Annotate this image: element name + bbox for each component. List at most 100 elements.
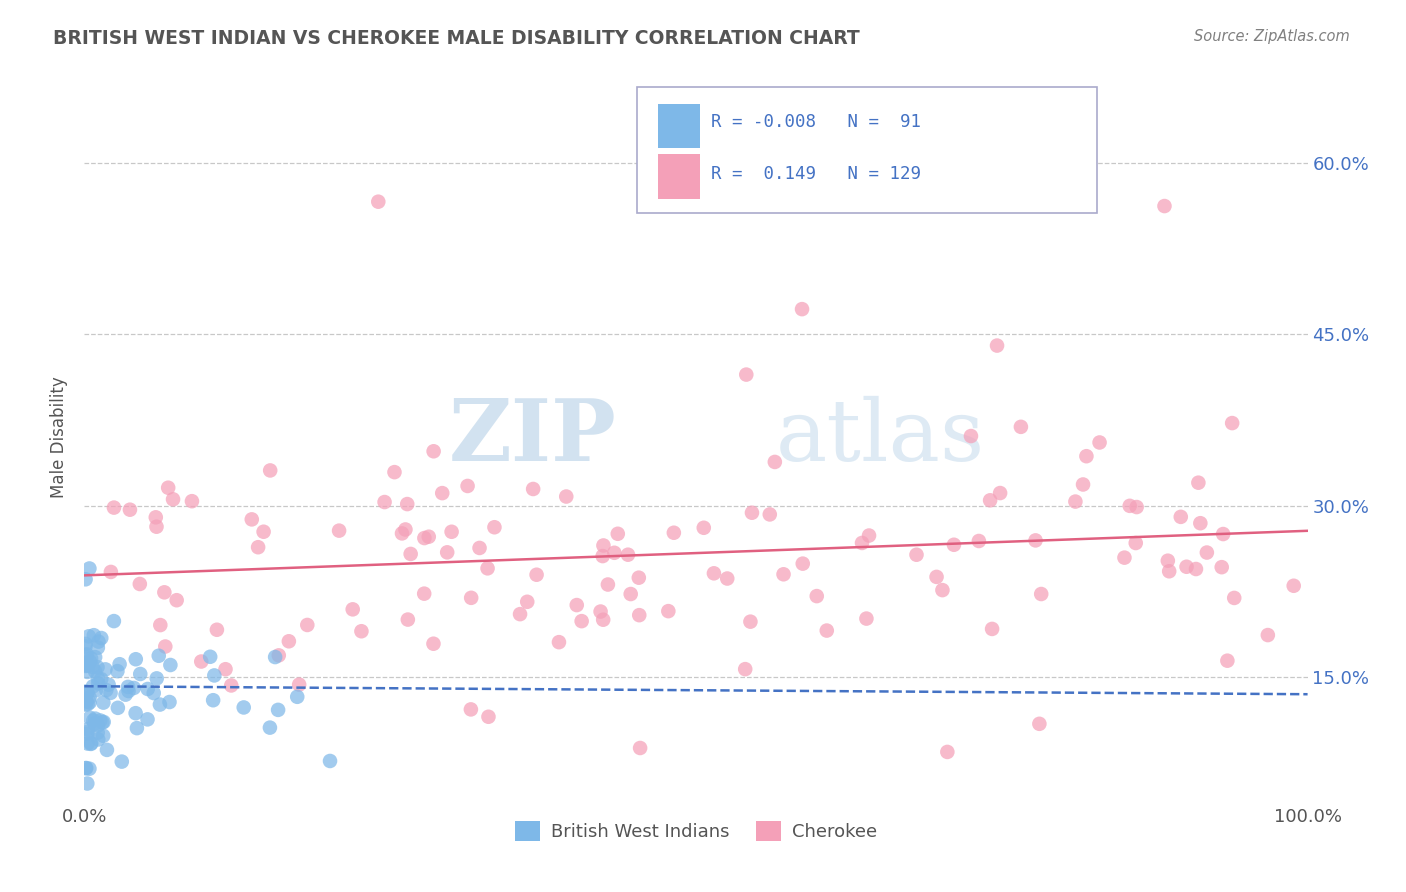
Text: BRITISH WEST INDIAN VS CHEROKEE MALE DISABILITY CORRELATION CHART: BRITISH WEST INDIAN VS CHEROKEE MALE DIS… [53, 29, 860, 47]
Point [391, 526, 413, 541]
Point [264, 650, 287, 665]
Point [87, 732, 110, 747]
Point [86, 660, 108, 674]
Point [162, 492, 184, 507]
Text: R = -0.008   N =  91: R = -0.008 N = 91 [710, 112, 921, 131]
Point [1282, 579, 1305, 593]
Point [367, 194, 389, 209]
Point [202, 693, 225, 707]
Point [1119, 499, 1142, 513]
Point [128, 577, 150, 591]
Point [285, 690, 308, 704]
Point [82, 660, 104, 674]
Point [232, 700, 254, 714]
Point [1170, 509, 1192, 524]
Point [1187, 475, 1209, 490]
Point [855, 611, 877, 625]
Point [76, 727, 98, 741]
Point [931, 583, 953, 598]
Point [202, 668, 225, 682]
Point [1175, 559, 1198, 574]
Point [181, 494, 204, 508]
Point [457, 479, 479, 493]
Point [79, 711, 101, 725]
Point [76, 685, 98, 699]
Point [129, 667, 152, 681]
Point [1153, 199, 1175, 213]
Point [100, 686, 122, 700]
Point [205, 623, 228, 637]
Point [716, 572, 738, 586]
Point [82, 680, 104, 694]
Point [1071, 477, 1094, 491]
Point [592, 539, 614, 553]
Point [89, 714, 111, 728]
Point [76, 722, 98, 736]
Point [87, 640, 110, 655]
Point [1257, 628, 1279, 642]
Point [627, 571, 650, 585]
Point [657, 604, 679, 618]
Point [107, 664, 129, 678]
Point [252, 524, 274, 539]
Point [662, 525, 685, 540]
Point [142, 686, 165, 700]
Point [149, 618, 172, 632]
Point [267, 703, 290, 717]
Point [240, 512, 263, 526]
Point [592, 613, 614, 627]
Point [103, 614, 125, 628]
Point [259, 721, 281, 735]
Point [79, 654, 101, 668]
Point [413, 587, 436, 601]
Point [468, 541, 491, 555]
Point [1220, 416, 1243, 430]
Point [418, 530, 440, 544]
Point [122, 681, 145, 695]
Point [396, 613, 419, 627]
Point [76, 658, 98, 673]
Point [97, 678, 120, 692]
Point [117, 680, 139, 694]
Point [1028, 716, 1050, 731]
Legend: British West Indians, Cherokee: British West Indians, Cherokee [508, 814, 884, 848]
Point [620, 587, 643, 601]
Point [75, 648, 97, 663]
Point [155, 640, 177, 654]
Point [596, 577, 619, 591]
Text: atlas: atlas [776, 395, 984, 479]
Point [422, 444, 444, 458]
Point [422, 637, 444, 651]
Point [87, 671, 110, 685]
Point [1114, 550, 1136, 565]
Point [1125, 500, 1147, 514]
Point [79, 561, 101, 575]
Text: Source: ZipAtlas.com: Source: ZipAtlas.com [1194, 29, 1350, 44]
Point [342, 602, 364, 616]
Point [858, 528, 880, 542]
Point [214, 662, 236, 676]
Point [190, 655, 212, 669]
Point [277, 634, 299, 648]
Point [905, 548, 928, 562]
Point [103, 500, 125, 515]
Point [87, 676, 110, 690]
Point [1211, 560, 1233, 574]
Point [87, 634, 110, 648]
Point [440, 524, 463, 539]
Point [1025, 533, 1047, 548]
Point [1064, 494, 1087, 508]
Point [628, 741, 651, 756]
Point [484, 520, 506, 534]
Point [94, 662, 117, 676]
Point [1159, 564, 1181, 578]
Point [90, 631, 112, 645]
Point [1088, 435, 1111, 450]
Point [75, 684, 97, 698]
Point [399, 547, 422, 561]
Point [159, 695, 181, 709]
Text: R =  0.149   N = 129: R = 0.149 N = 129 [710, 166, 921, 184]
Point [394, 523, 416, 537]
Point [526, 567, 548, 582]
Point [734, 662, 756, 676]
